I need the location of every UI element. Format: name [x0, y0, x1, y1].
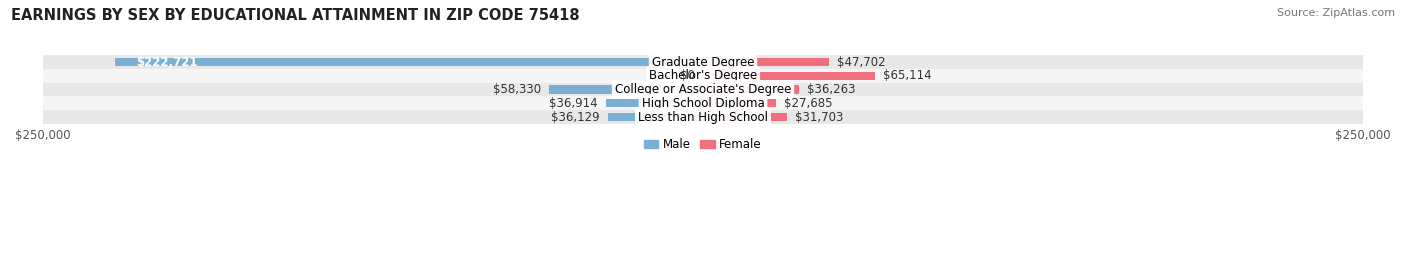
Text: Source: ZipAtlas.com: Source: ZipAtlas.com [1277, 8, 1395, 18]
Bar [42, 83, 1364, 96]
Bar [703, 58, 830, 66]
Text: $222,721: $222,721 [136, 55, 197, 69]
Text: $58,330: $58,330 [494, 83, 541, 96]
Bar [42, 96, 1364, 110]
Text: $36,914: $36,914 [548, 97, 598, 110]
Text: Less than High School: Less than High School [638, 111, 768, 124]
Bar [115, 58, 703, 66]
Bar [42, 69, 1364, 83]
Text: $36,129: $36,129 [551, 111, 600, 124]
Bar [607, 113, 703, 121]
Text: Bachelor's Degree: Bachelor's Degree [650, 69, 756, 82]
Bar [42, 110, 1364, 124]
Text: High School Diploma: High School Diploma [641, 97, 765, 110]
Text: $47,702: $47,702 [837, 55, 886, 69]
Bar [703, 85, 799, 94]
Text: College or Associate's Degree: College or Associate's Degree [614, 83, 792, 96]
Text: EARNINGS BY SEX BY EDUCATIONAL ATTAINMENT IN ZIP CODE 75418: EARNINGS BY SEX BY EDUCATIONAL ATTAINMEN… [11, 8, 579, 23]
Bar [703, 72, 875, 80]
Bar [42, 55, 1364, 69]
Text: $0: $0 [681, 69, 695, 82]
Bar [703, 113, 787, 121]
Text: Graduate Degree: Graduate Degree [652, 55, 754, 69]
Legend: Male, Female: Male, Female [640, 133, 766, 156]
Text: $36,263: $36,263 [807, 83, 855, 96]
Bar [703, 99, 776, 107]
Text: $27,685: $27,685 [785, 97, 832, 110]
Bar [548, 85, 703, 94]
Text: $31,703: $31,703 [794, 111, 844, 124]
Text: $65,114: $65,114 [883, 69, 932, 82]
Bar [606, 99, 703, 107]
